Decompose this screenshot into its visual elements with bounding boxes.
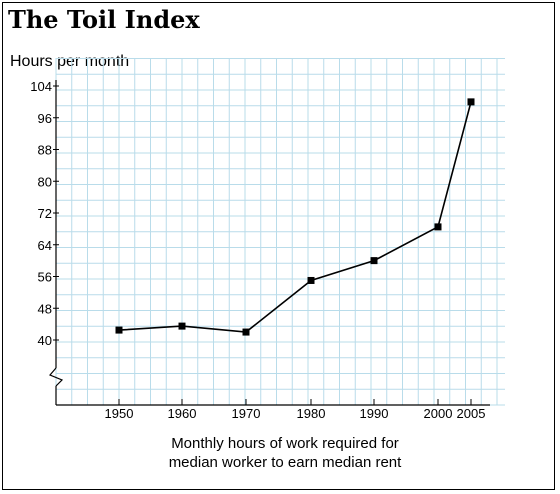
- x-tick-label: 1980: [297, 406, 326, 421]
- data-point-marker: [434, 223, 442, 231]
- grid-lines: [55, 58, 505, 406]
- y-axis-break-mark: [49, 367, 64, 387]
- y-tick-label: 40: [38, 333, 52, 348]
- x-axis-caption-line-1: Monthly hours of work required for: [171, 435, 399, 452]
- x-tick-label: 1960: [168, 406, 197, 421]
- y-tick-label: 80: [38, 174, 52, 189]
- x-tick-label: 1950: [105, 406, 134, 421]
- x-tick-label: 1970: [232, 406, 261, 421]
- chart-title: The Toil Index: [8, 5, 200, 34]
- chart-frame: [2, 2, 555, 490]
- data-point-marker: [115, 326, 123, 334]
- y-tick-label: 56: [38, 270, 52, 285]
- data-point-marker: [307, 276, 315, 284]
- y-tick-label: 48: [38, 301, 52, 316]
- x-tick-label: 2005: [457, 406, 486, 421]
- tick-labels: 40 48 56 64 72 80 88 96 104 1950 1960 1970 1980 1990 2…: [30, 79, 485, 421]
- x-axis-caption: Monthly hours of work required for media…: [120, 434, 450, 472]
- y-tick-label: 72: [38, 206, 52, 221]
- data-point-marker: [467, 98, 475, 106]
- data-series: [115, 98, 475, 336]
- y-tick-label: 104: [30, 79, 52, 94]
- y-tick-label: 96: [38, 111, 52, 126]
- data-point-marker: [178, 322, 186, 330]
- y-tick-label: 64: [38, 238, 52, 253]
- x-tick-label: 1990: [360, 406, 389, 421]
- y-axis-label: Hours per month: [10, 53, 130, 70]
- y-tick-label: 88: [38, 143, 52, 158]
- x-axis-caption-line-2: median worker to earn median rent: [168, 454, 402, 471]
- x-tick-label: 2000: [424, 406, 453, 421]
- axes: [49, 80, 490, 406]
- data-point-marker: [242, 328, 250, 336]
- data-point-marker: [370, 257, 378, 265]
